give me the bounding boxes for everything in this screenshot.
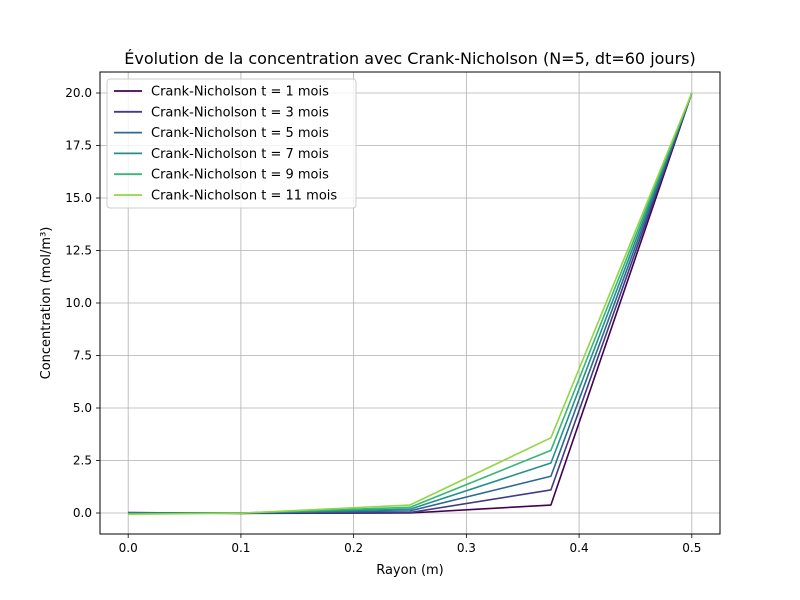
y-tick-label: 15.0 xyxy=(65,191,92,205)
x-tick-label: 0.3 xyxy=(457,541,476,555)
y-axis-ticks: 0.0 2.5 5.0 7.5 10.0 12.5 15.0 17.5 20.0 xyxy=(65,86,100,520)
x-tick-label: 0.5 xyxy=(682,541,701,555)
x-axis-ticks: 0.0 0.1 0.2 0.3 0.4 0.5 xyxy=(119,534,701,555)
y-tick-label: 0.0 xyxy=(73,506,92,520)
x-axis-label: Rayon (m) xyxy=(376,563,444,578)
series-line-6 xyxy=(128,92,693,516)
legend: Crank-Nicholson t = 1 mois Crank-Nicholso… xyxy=(106,78,357,209)
x-tick-label: 0.1 xyxy=(231,541,250,555)
y-tick-label: 10.0 xyxy=(65,296,92,310)
legend-entry-label-6: Crank-Nicholson t = 11 mois xyxy=(151,189,337,204)
legend-entry-label-3: Crank-Nicholson t = 5 mois xyxy=(151,126,329,141)
y-tick-label: 20.0 xyxy=(65,86,92,100)
y-tick-label: 12.5 xyxy=(65,244,92,258)
chart-title: Évolution de la concentration avec Crank… xyxy=(124,49,695,68)
y-tick-label: 2.5 xyxy=(73,454,92,468)
legend-entry-label-4: Crank-Nicholson t = 7 mois xyxy=(151,147,329,162)
y-tick-label: 7.5 xyxy=(73,349,92,363)
y-axis-label: Concentration (mol/m³) xyxy=(39,227,54,380)
y-tick-label: 5.0 xyxy=(73,401,92,415)
series-lines xyxy=(128,92,693,516)
x-tick-label: 0.4 xyxy=(570,541,589,555)
x-tick-label: 0.0 xyxy=(119,541,138,555)
legend-entry-label-2: Crank-Nicholson t = 3 mois xyxy=(151,105,329,120)
legend-entry-label-1: Crank-Nicholson t = 1 mois xyxy=(151,85,329,100)
legend-entry-label-5: Crank-Nicholson t = 9 mois xyxy=(151,168,329,183)
y-tick-label: 17.5 xyxy=(65,139,92,153)
x-tick-label: 0.2 xyxy=(344,541,363,555)
legend-box xyxy=(106,78,357,209)
